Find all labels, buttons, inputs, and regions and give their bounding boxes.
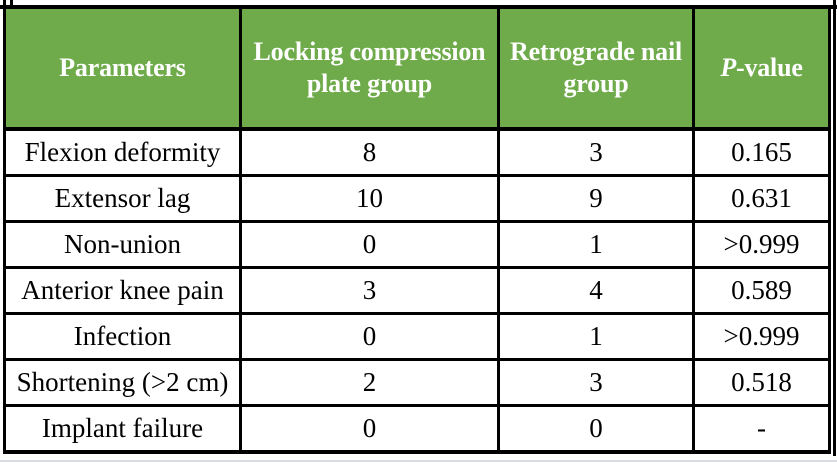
- pvalue-cell: 0.518: [731, 367, 792, 397]
- header-cell-parameters: Parameters: [6, 9, 242, 127]
- pvalue-cell: 0.631: [731, 183, 792, 213]
- pvalue-rest: -value: [736, 53, 803, 83]
- rn-group-value-cell: 1: [500, 315, 695, 358]
- rn-group-value-cell: 3: [500, 131, 695, 174]
- table-row-anterior-knee-pain: Anterior knee pain 3 4 0.589: [6, 269, 828, 315]
- frame-left-tick: [3, 0, 6, 5]
- lcp-group-value-cell: 0: [242, 223, 500, 266]
- rn-group-value-cell: 9: [500, 177, 695, 220]
- rn-group-value-cell: 1: [500, 223, 695, 266]
- parameter-cell: Shortening (>2 cm): [6, 361, 242, 404]
- table-header-row: Parameters Locking compression plate gro…: [6, 9, 828, 131]
- parameter-cell: Implant failure: [6, 407, 242, 450]
- parameter-cell: Anterior knee pain: [6, 269, 242, 312]
- rn-group-value-cell: 4: [500, 269, 695, 312]
- table-top-border: [0, 5, 837, 9]
- parameter-cell: Infection: [6, 315, 242, 358]
- frame-right-border: [833, 0, 836, 456]
- table-row-extensor-lag: Extensor lag 10 9 0.631: [6, 177, 828, 223]
- pvalue-cell: 0.589: [731, 275, 792, 305]
- rn-group-value-cell: 0: [500, 407, 695, 450]
- header-cell-locking-compression-plate-group: Locking compression plate group: [242, 9, 500, 127]
- frame-inner-tick: [10, 0, 13, 5]
- parameter-cell: Flexion deformity: [6, 131, 242, 174]
- header-cell-retrograde-nail-group: Retrograde nail group: [500, 9, 695, 127]
- lcp-group-value-cell: 3: [242, 269, 500, 312]
- lcp-group-value-cell: 0: [242, 407, 500, 450]
- pvalue-cell: >0.999: [723, 229, 800, 259]
- pvalue-cell: -: [757, 413, 766, 443]
- rn-group-value-cell: 3: [500, 361, 695, 404]
- page-bottom-divider: [0, 460, 837, 462]
- header-cell-pvalue: P-value: [695, 9, 828, 127]
- lcp-group-value-cell: 8: [242, 131, 500, 174]
- outcomes-comparison-table: Parameters Locking compression plate gro…: [3, 9, 831, 454]
- table-row-non-union: Non-union 0 1 >0.999: [6, 223, 828, 269]
- lcp-group-value-cell: 2: [242, 361, 500, 404]
- table-row-flexion-deformity: Flexion deformity 8 3 0.165: [6, 131, 828, 177]
- parameter-cell: Extensor lag: [6, 177, 242, 220]
- parameter-cell: Non-union: [6, 223, 242, 266]
- pvalue-cell: >0.999: [723, 321, 800, 351]
- table-row-implant-failure: Implant failure 0 0 -: [6, 407, 828, 450]
- lcp-group-value-cell: 10: [242, 177, 500, 220]
- pvalue-cell: 0.165: [731, 137, 792, 167]
- lcp-group-value-cell: 0: [242, 315, 500, 358]
- pvalue-italic-p: P: [720, 53, 736, 83]
- table-row-infection: Infection 0 1 >0.999: [6, 315, 828, 361]
- table-row-shortening: Shortening (>2 cm) 2 3 0.518: [6, 361, 828, 407]
